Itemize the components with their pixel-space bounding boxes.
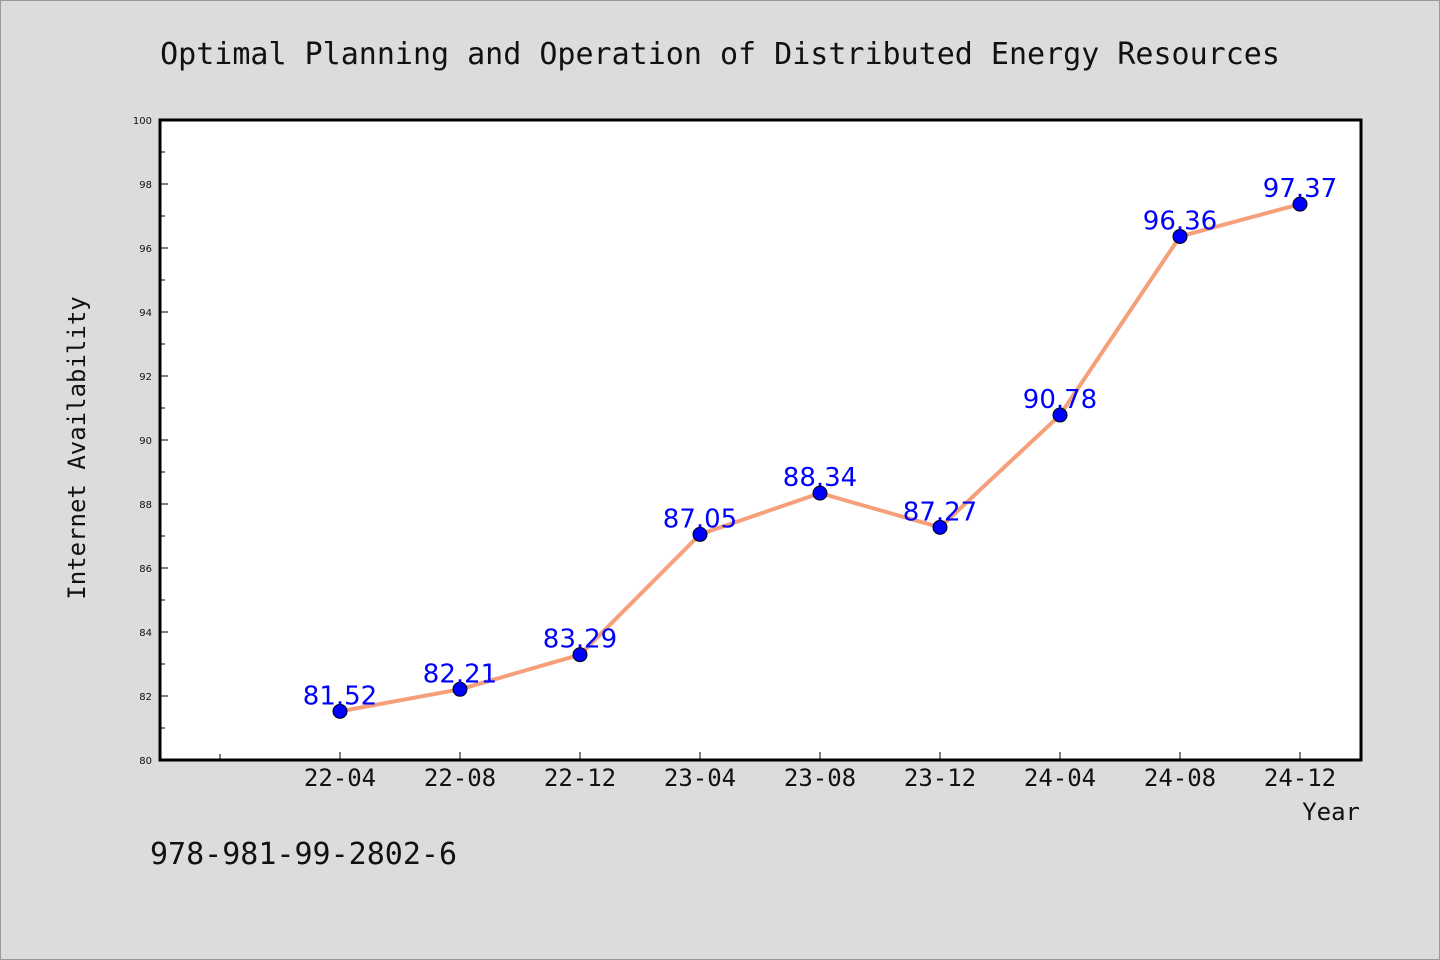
y-tick-label: 84 (139, 628, 152, 639)
data-label: 88.34 (783, 463, 857, 493)
y-tick-label: 86 (139, 564, 152, 575)
y-axis: 80 82 84 86 88 90 92 94 96 98 100 (133, 116, 168, 767)
x-axis-label: Year (1302, 798, 1360, 826)
data-point (1172, 228, 1188, 244)
data-label: 96.36 (1143, 206, 1217, 236)
x-tick-label: 23-08 (784, 764, 856, 792)
y-tick-label: 94 (139, 308, 152, 319)
y-tick-label: 96 (139, 244, 152, 255)
series-group: 81.52 82.21 83.29 87.05 88.34 87.27 90.78 96.36… (303, 174, 1337, 719)
y-tick-label: 80 (139, 756, 152, 767)
x-tick-label: 24-12 (1264, 764, 1336, 792)
x-tick-label: 24-04 (1024, 764, 1096, 792)
isbn-footer: 978-981-99-2802-6 (150, 837, 457, 872)
data-point (1052, 407, 1068, 423)
data-point (452, 681, 468, 697)
y-tick-label: 82 (139, 692, 152, 703)
data-point (572, 647, 588, 663)
y-tick-label: 88 (139, 500, 152, 511)
x-axis: 22-04 22-08 22-12 23-04 23-08 23-12 24-04 24-08… (219, 752, 1336, 792)
x-tick-label: 24-08 (1144, 764, 1216, 792)
data-label: 83.29 (543, 625, 617, 655)
data-label: 97.37 (1263, 174, 1337, 204)
data-label: 87.27 (903, 497, 977, 527)
plot-area (158, 118, 1363, 762)
x-tick-label: 23-12 (904, 764, 976, 792)
data-point (1292, 196, 1308, 212)
data-label: 90.78 (1023, 385, 1097, 415)
x-tick-label: 23-04 (664, 764, 736, 792)
data-label: 82.21 (423, 659, 497, 689)
y-tick-label: 92 (139, 372, 152, 383)
y-axis-label: Internet Availability (63, 296, 91, 599)
data-point (332, 703, 348, 719)
y-tick-label: 90 (139, 436, 152, 447)
data-label: 87.05 (663, 504, 737, 534)
data-point (932, 519, 948, 535)
data-point (812, 485, 828, 501)
chart-title: Optimal Planning and Operation of Distri… (160, 37, 1280, 72)
x-tick-label: 22-12 (544, 764, 616, 792)
data-label: 81.52 (303, 681, 377, 711)
y-tick-label: 98 (139, 180, 152, 191)
y-tick-label: 100 (133, 116, 152, 127)
data-point (692, 526, 708, 542)
x-tick-label: 22-04 (304, 764, 376, 792)
x-tick-label: 22-08 (424, 764, 496, 792)
